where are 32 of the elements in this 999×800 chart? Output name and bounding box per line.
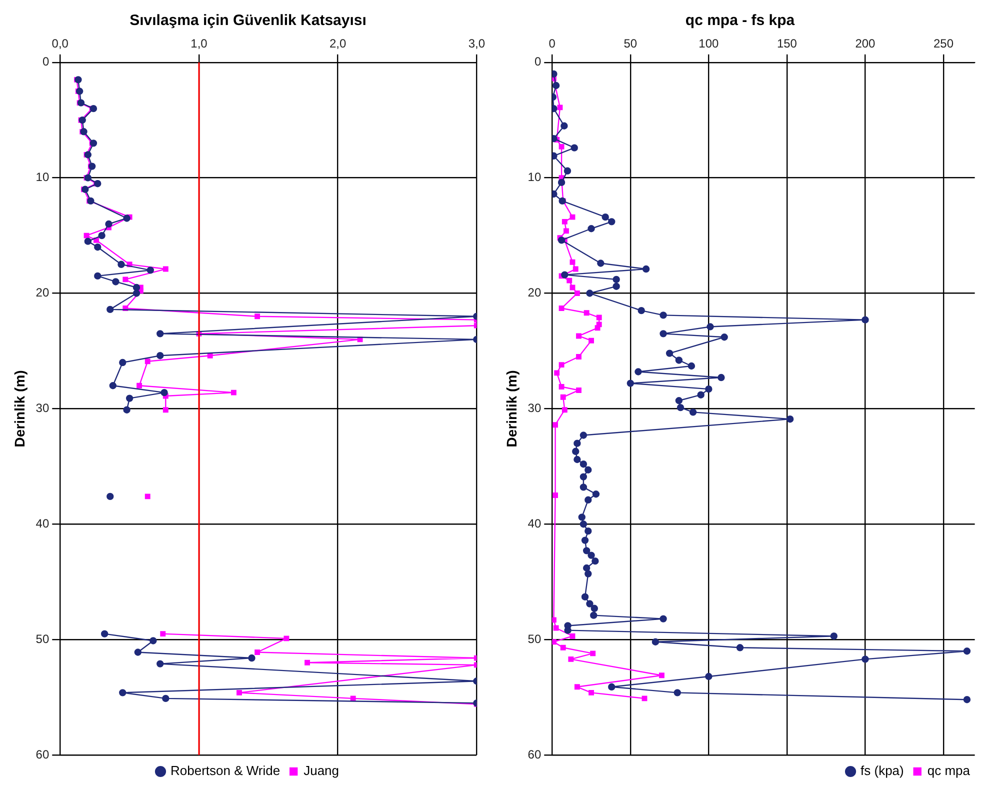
x-tick-label: 2,0 (329, 36, 346, 51)
y-axis-title: Derinlik (m) (11, 370, 28, 448)
y-axis-title: Derinlik (m) (503, 370, 520, 448)
y-tick-label: 30 (36, 401, 50, 416)
chart-title: Sıvılaşma için Güvenlik Katsayısı (130, 12, 366, 30)
y-tick-label: 40 (528, 516, 542, 530)
y-tick-label: 50 (528, 632, 542, 646)
x-tick-label: 0 (548, 36, 556, 51)
x-tick-label: 1,0 (190, 36, 208, 51)
y-tick-label: 50 (36, 632, 50, 646)
x-tick-label: 3,0 (468, 36, 486, 51)
legend-label: fs (kpa) (860, 763, 904, 778)
y-tick-label: 20 (528, 286, 542, 300)
legend-label: Juang (304, 763, 340, 778)
y-tick-label: 0 (534, 54, 542, 69)
legend-label: qc mpa (927, 763, 971, 778)
x-tick-label: 250 (933, 36, 954, 51)
y-tick-label: 60 (528, 747, 542, 762)
x-tick-label: 100 (698, 36, 720, 51)
y-tick-label: 10 (528, 170, 542, 184)
y-tick-label: 30 (528, 401, 542, 416)
x-tick-label: 200 (855, 36, 876, 51)
x-tick-label: 0,0 (52, 36, 69, 51)
chart-title: qc mpa - fs kpa (685, 12, 796, 30)
y-tick-label: 0 (42, 54, 50, 69)
y-tick-label: 60 (36, 747, 50, 762)
x-tick-label: 150 (776, 36, 798, 51)
legend-label: Robertson & Wride (170, 763, 280, 778)
y-tick-label: 10 (36, 170, 50, 184)
y-tick-label: 40 (36, 516, 50, 530)
y-tick-label: 20 (36, 286, 50, 300)
x-tick-label: 50 (624, 36, 638, 51)
